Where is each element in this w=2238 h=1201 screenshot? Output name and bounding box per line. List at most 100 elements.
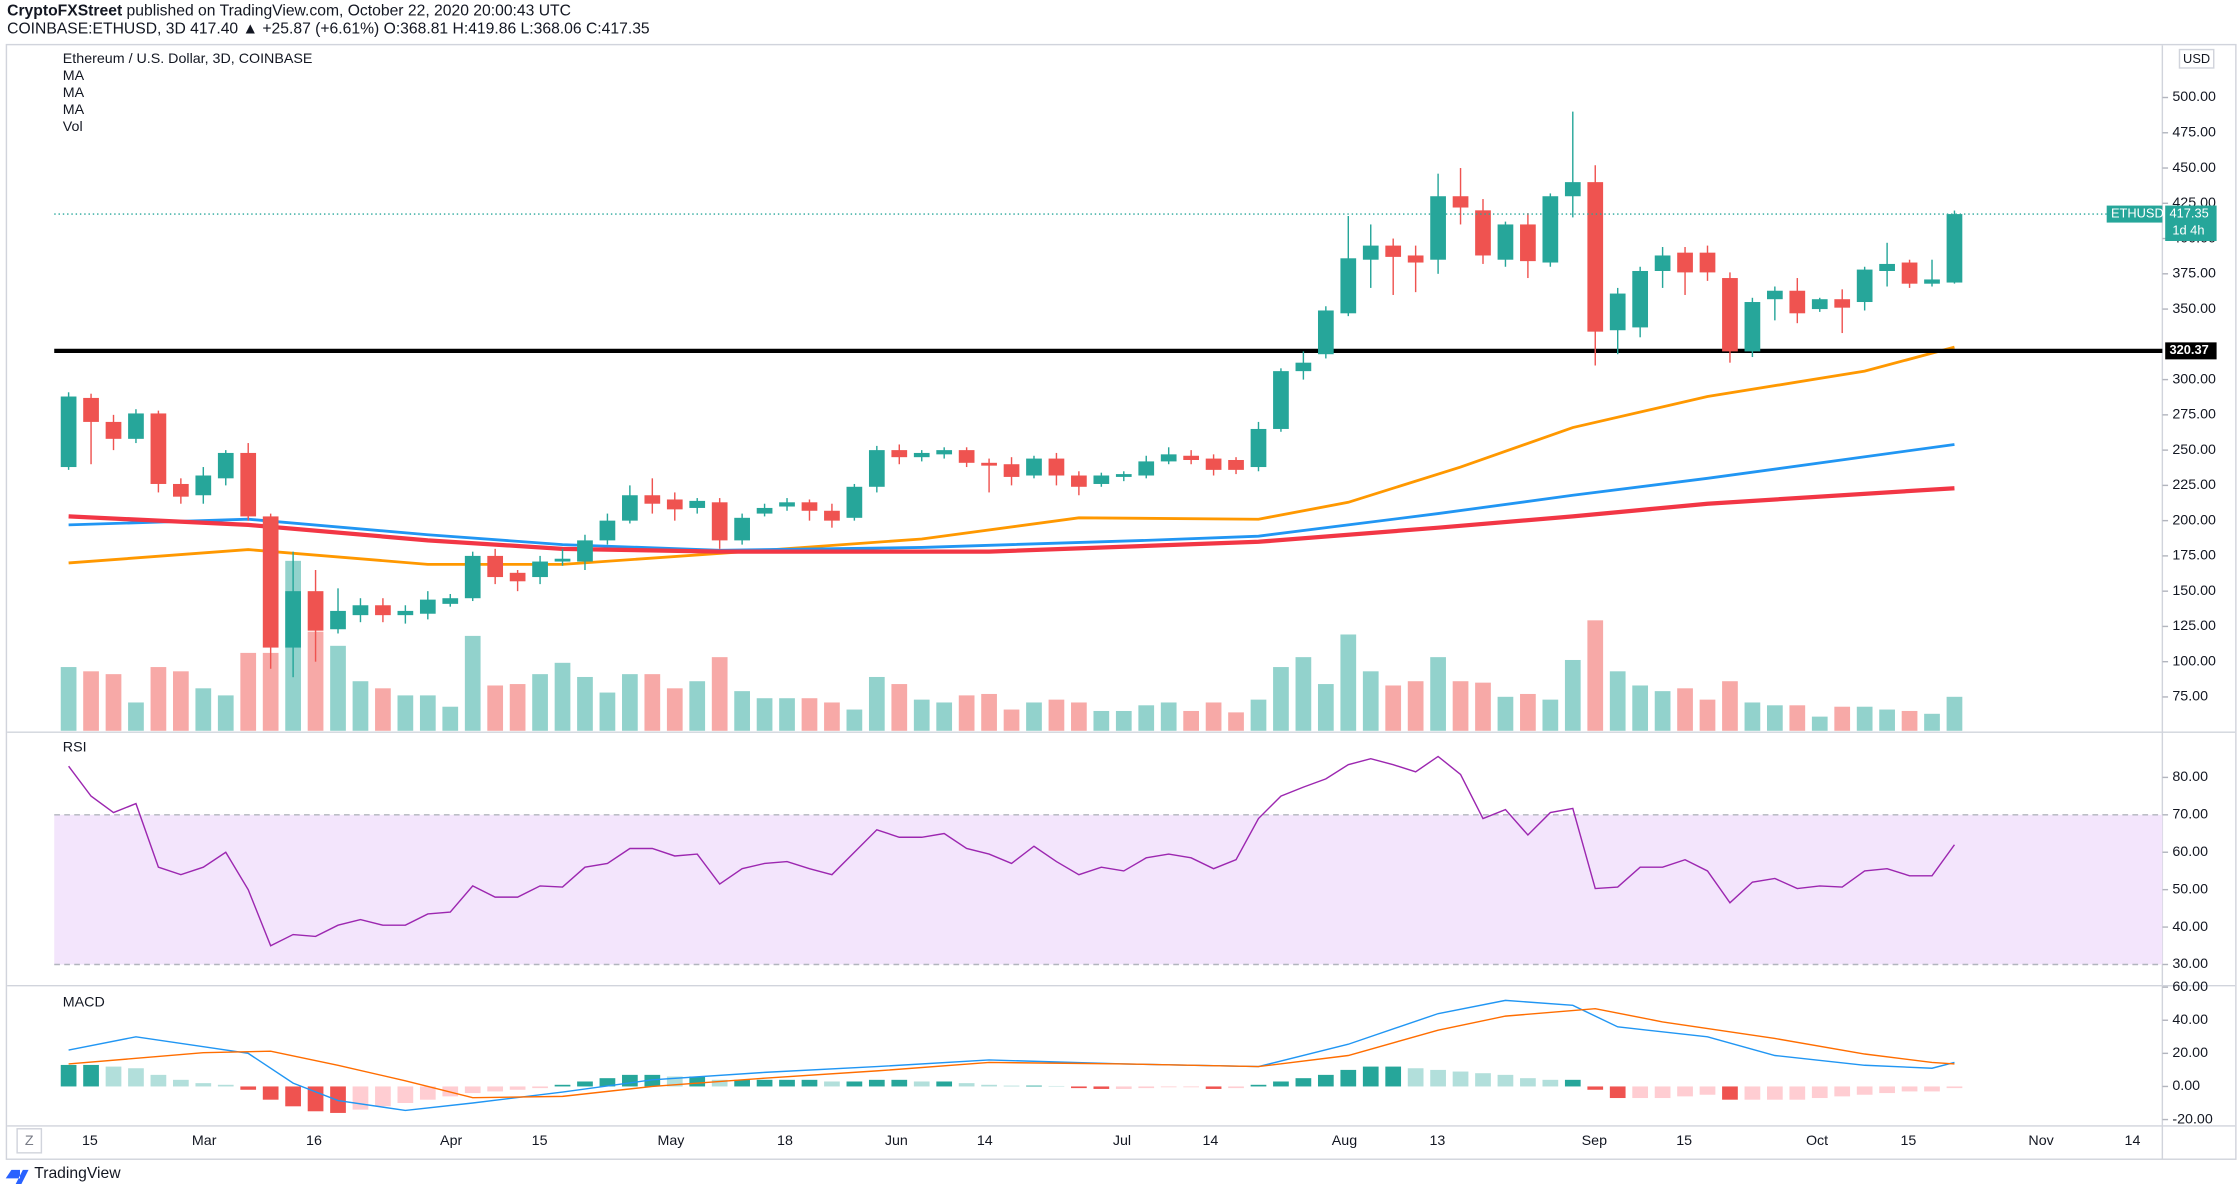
histogram-bar [1385, 1066, 1402, 1087]
last: 417.40 [190, 21, 238, 38]
histogram-bar [60, 1064, 77, 1087]
y-tick-label: 150.00 [2172, 583, 2216, 599]
histogram-bar [577, 1081, 593, 1087]
histogram-bar [1497, 1074, 1514, 1087]
y-tick-label: 100.00 [2172, 653, 2216, 669]
histogram-bar [936, 1081, 953, 1087]
candle-body [1317, 310, 1334, 355]
symbol-box [2106, 205, 2163, 223]
histogram-bar [330, 1086, 346, 1113]
histogram-bar [801, 1079, 818, 1087]
histogram-bar [846, 1081, 863, 1087]
candle-body [644, 495, 661, 504]
volume-bar [1160, 702, 1177, 731]
histogram-bar [622, 1074, 638, 1087]
zoom-button[interactable] [16, 1128, 43, 1154]
volume-bar [1744, 702, 1761, 731]
legend-entry: MA [63, 68, 85, 84]
candle-body [1722, 278, 1738, 352]
volume-bar [1475, 682, 1491, 731]
volume-bar [734, 691, 750, 731]
x-tick-label: 15 [1676, 1133, 1692, 1149]
volume-bar [1093, 710, 1110, 731]
volume-bar [1901, 710, 1918, 731]
histogram-bar [1542, 1079, 1559, 1087]
candle-body [1430, 196, 1446, 260]
histogram-bar [1317, 1074, 1334, 1087]
histogram-bar [554, 1084, 571, 1087]
y-tick-label: 50.00 [2172, 881, 2208, 897]
volume-bar [622, 674, 638, 731]
histogram-bar [1744, 1086, 1761, 1100]
histogram-bar [1834, 1086, 1851, 1097]
rsi-band [54, 814, 2163, 965]
histogram-bar [464, 1086, 481, 1094]
volume-bar [1520, 693, 1536, 731]
volume-bar [352, 681, 369, 731]
histogram-bar [599, 1078, 616, 1087]
candle-body [936, 450, 953, 455]
candle-body [1183, 455, 1199, 460]
legend-entry: MA [63, 102, 85, 118]
quote-line: COINBASE:ETHUSD, 3D 417.40 ▲ +25.87 (+6.… [7, 21, 650, 38]
histogram-bar [1879, 1086, 1895, 1094]
volume-bar [1340, 634, 1357, 731]
y-tick-label: 125.00 [2172, 618, 2216, 634]
y-tick-label: 30.00 [2172, 956, 2208, 972]
countdown: 1d 4h [2172, 222, 2204, 237]
histogram-bar [1138, 1086, 1155, 1089]
histogram-bar [913, 1081, 930, 1087]
volume-bar [60, 667, 77, 731]
histogram-bar [128, 1068, 144, 1087]
volume-bar [1879, 709, 1895, 731]
histogram-bar [1766, 1086, 1783, 1100]
histogram-bar [644, 1074, 661, 1087]
y-tick-label: 70.00 [2172, 807, 2208, 823]
volume-bar [891, 684, 908, 731]
histogram-bar [1632, 1086, 1649, 1099]
histogram-bar [689, 1076, 706, 1087]
candle-body [532, 561, 548, 578]
volume-bar [711, 657, 728, 731]
volume-bar [644, 674, 661, 731]
volume-bar [217, 695, 234, 731]
histogram-bar [1520, 1078, 1536, 1087]
volume-bar [846, 709, 863, 731]
histogram-bar [285, 1086, 301, 1107]
volume-bar [779, 698, 795, 731]
volume-bar [1811, 716, 1828, 731]
y-tick-label: 250.00 [2172, 442, 2216, 458]
volume-bar [1115, 710, 1132, 731]
currency: USD [2183, 51, 2210, 66]
histogram-bar [83, 1064, 99, 1087]
volume-bar [1317, 684, 1334, 731]
volume-bar [150, 667, 167, 731]
histogram-bar [1183, 1086, 1199, 1088]
y-tick-label: 60.00 [2172, 844, 2208, 860]
candle-body [1654, 255, 1671, 271]
candle-body [913, 452, 930, 458]
histogram-bar [397, 1086, 414, 1104]
change: ▲ +25.87 (+6.61%) [243, 21, 380, 38]
candle-body [1632, 270, 1649, 328]
volume-bar [1452, 681, 1469, 731]
volume-bar [1385, 685, 1402, 731]
candle-body [868, 450, 885, 487]
volume-bar [330, 645, 346, 731]
open: O:368.81 [384, 21, 449, 38]
volume-bar [1587, 620, 1604, 731]
volume-bar [1632, 685, 1649, 731]
histogram-bar [1430, 1069, 1446, 1087]
publish-line: CryptoFXStreet published on TradingView.… [7, 2, 571, 19]
candle-body [1811, 299, 1828, 310]
histogram-bar [375, 1086, 391, 1107]
histogram-bar [1228, 1086, 1244, 1089]
volume-bar [1722, 681, 1738, 731]
candle-body [1340, 258, 1357, 314]
candle-body [554, 558, 571, 562]
histogram-bar [1587, 1086, 1604, 1090]
volume-bar [1362, 671, 1379, 731]
line-series [68, 443, 1955, 552]
pane-title: RSI [63, 740, 87, 756]
candle-body [240, 452, 257, 517]
